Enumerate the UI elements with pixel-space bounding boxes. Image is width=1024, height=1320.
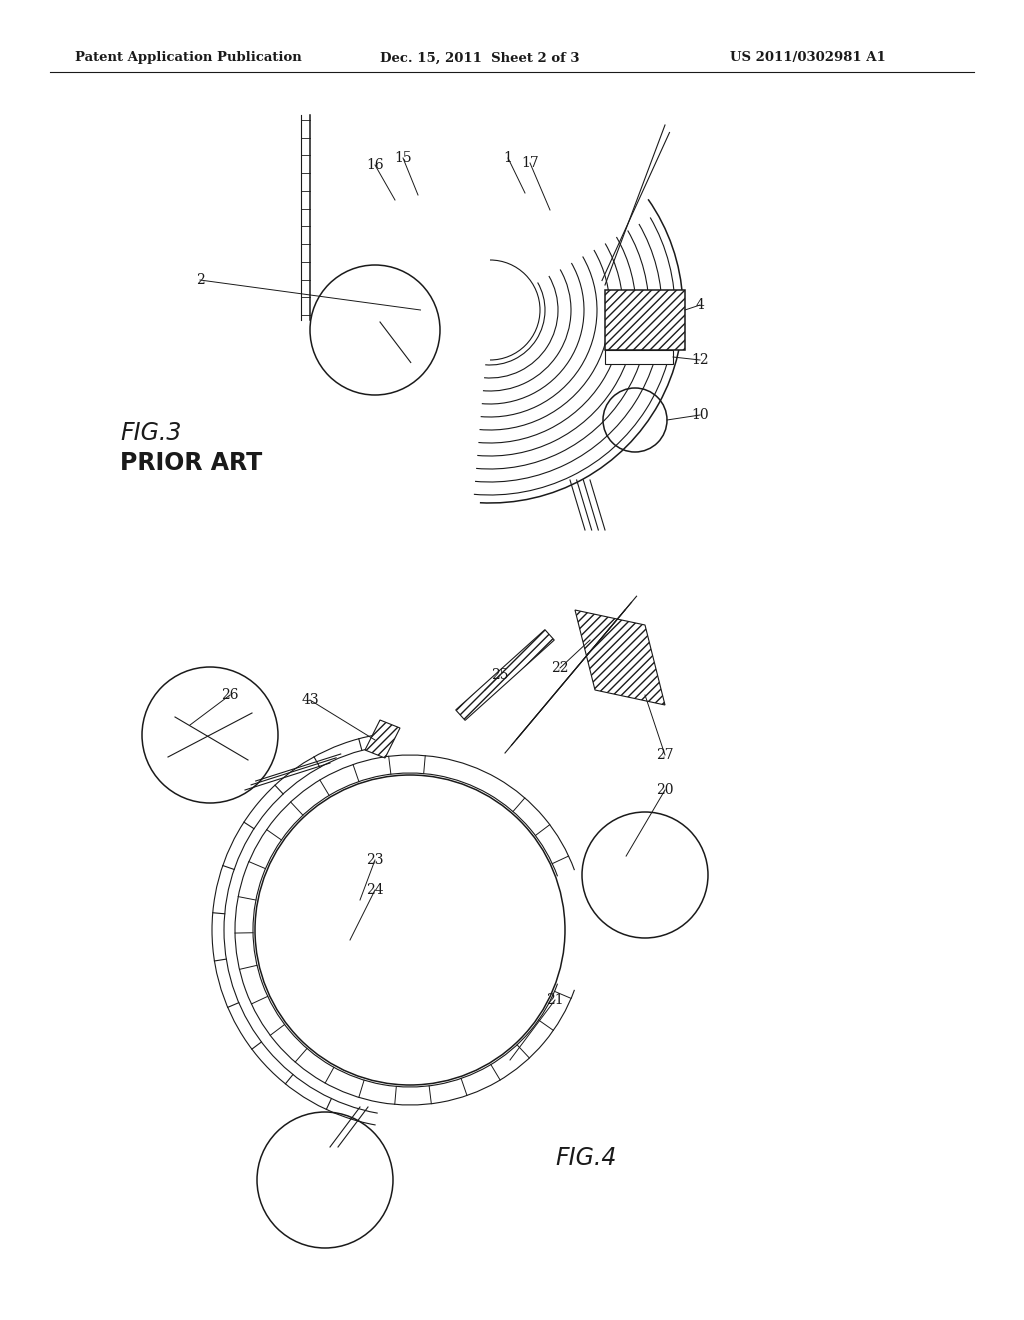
Text: 27: 27 [656,748,674,762]
Text: 10: 10 [691,408,709,422]
Polygon shape [365,719,400,758]
Bar [605,290,685,350]
Text: 23: 23 [367,853,384,867]
Text: 16: 16 [367,158,384,172]
Text: 26: 26 [221,688,239,702]
Text: FIG.3: FIG.3 [120,421,181,445]
Text: 24: 24 [367,883,384,898]
Text: 25: 25 [492,668,509,682]
Text: Patent Application Publication: Patent Application Publication [75,51,302,65]
Text: 20: 20 [656,783,674,797]
Text: 21: 21 [546,993,564,1007]
Text: FIG.4: FIG.4 [555,1146,616,1170]
Polygon shape [575,610,665,705]
Text: 43: 43 [301,693,318,708]
Bar [605,350,673,364]
Text: 2: 2 [196,273,205,286]
Text: Dec. 15, 2011  Sheet 2 of 3: Dec. 15, 2011 Sheet 2 of 3 [380,51,580,65]
Circle shape [255,775,565,1085]
Text: US 2011/0302981 A1: US 2011/0302981 A1 [730,51,886,65]
Polygon shape [456,630,554,721]
Text: 17: 17 [521,156,539,170]
Text: 15: 15 [394,150,412,165]
Text: 12: 12 [691,352,709,367]
Text: 1: 1 [504,150,512,165]
Text: 4: 4 [695,298,705,312]
Text: 22: 22 [551,661,568,675]
Text: PRIOR ART: PRIOR ART [120,451,262,475]
